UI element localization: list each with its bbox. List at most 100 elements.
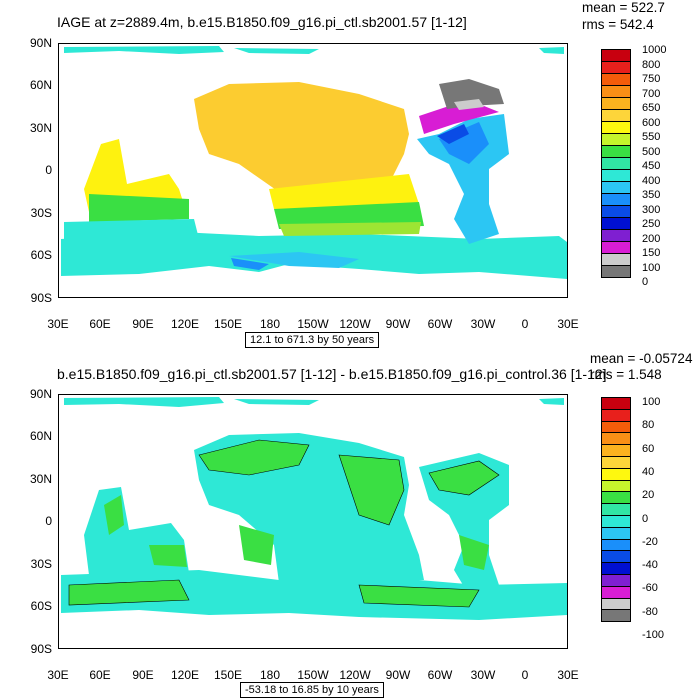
panel2-map-svg <box>61 397 567 620</box>
p1-atlantic-magenta <box>419 104 499 134</box>
p2-lat-60s: 60S <box>30 599 52 613</box>
p1-lon-120w: 120W <box>339 317 371 331</box>
colorbar-cell <box>601 609 631 623</box>
p2-lat-0: 0 <box>45 514 52 528</box>
p1-lon-150w: 150W <box>297 317 329 331</box>
p1-lon-120e: 120E <box>170 317 200 331</box>
colorbar-label: 250 <box>642 218 661 230</box>
p2-lon-120w: 120W <box>339 668 371 682</box>
panel2-range-box: -53.18 to 16.85 by 10 years <box>240 682 384 698</box>
colorbar-label: 60 <box>642 442 655 455</box>
panel2-mean: mean = -0.05724 <box>590 351 693 366</box>
p2-lat-90n: 90N <box>29 387 52 401</box>
panel2-title: b.e15.B1850.f09_g16.pi_ctl.sb2001.57 [1-… <box>57 366 607 382</box>
panel1-mean: mean = 522.7 <box>582 0 665 15</box>
colorbar-cell <box>601 265 631 278</box>
p1-atlantic-mid <box>439 122 489 164</box>
colorbar-label: 150 <box>642 247 661 259</box>
p2-lon-30w: 30W <box>470 668 496 682</box>
panel1-map <box>58 43 568 298</box>
p2-lon-0: 0 <box>521 668 529 682</box>
p1-lon-60w: 60W <box>427 317 453 331</box>
colorbar-label: 0 <box>642 512 649 525</box>
p1-atlantic-deep <box>437 124 469 144</box>
p2-lon-90w: 90W <box>385 668 411 682</box>
p1-lon-150e: 150E <box>213 317 243 331</box>
panel1-rms: rms = 542.4 <box>582 17 654 32</box>
p1-lon-90e: 90E <box>132 317 154 331</box>
p2-lon-180: 180 <box>259 668 281 682</box>
colorbar-label: 650 <box>642 102 661 114</box>
colorbar-label: 350 <box>642 189 661 201</box>
p2-southern <box>61 570 567 620</box>
colorbar-label: 100 <box>642 396 661 408</box>
p2-lon-150w: 150W <box>297 668 329 682</box>
p2-lon-60e: 60E <box>89 668 111 682</box>
colorbar-label: 300 <box>642 203 661 216</box>
p2-arctic <box>64 397 564 407</box>
panel2-rms: rms = 1.548 <box>590 367 662 382</box>
p1-southern-deep <box>231 258 269 270</box>
panel1-range-box: 12.1 to 671.3 by 50 years <box>245 332 380 348</box>
p1-lat-90s: 90S <box>30 291 52 305</box>
colorbar-label: 500 <box>642 145 661 158</box>
colorbar-label: 400 <box>642 174 661 187</box>
p1-lon-90w: 90W <box>385 317 411 331</box>
colorbar-label: 1000 <box>642 44 667 56</box>
p1-pacific-lightgreen <box>279 222 421 236</box>
p2-lat-30n: 30N <box>29 472 52 486</box>
p2-lat-90s: 90S <box>30 642 52 656</box>
colorbar-label: -60 <box>642 582 658 595</box>
p1-lat-30n: 30N <box>29 121 52 135</box>
p1-southern-blue <box>229 252 359 268</box>
panel1-map-svg <box>61 46 567 279</box>
colorbar-label: 450 <box>642 160 661 172</box>
p1-lon-30e: 30E <box>47 317 69 331</box>
p2-lon-150e: 150E <box>213 668 243 682</box>
p1-lat-90n: 90N <box>29 36 52 50</box>
p2-lon-30e: 30E <box>47 668 69 682</box>
p2-lat-60n: 60N <box>29 429 52 443</box>
p2-lon-90e: 90E <box>132 668 154 682</box>
colorbar-label: 800 <box>642 58 661 71</box>
colorbar-label: 600 <box>642 116 661 129</box>
p1-lon-60e: 60E <box>89 317 111 331</box>
panel1-colorbar <box>601 49 631 278</box>
p1-atlantic-grey <box>439 79 504 109</box>
colorbar-label: 20 <box>642 489 655 502</box>
colorbar-label: -20 <box>642 535 658 548</box>
p2-lat-30s: 30S <box>30 557 52 571</box>
p1-lon-0: 0 <box>521 317 529 331</box>
colorbar-label: 750 <box>642 73 661 85</box>
p1-lon-30w: 30W <box>470 317 496 331</box>
p1-pacific-green <box>274 202 424 229</box>
p1-indian-green <box>89 194 189 222</box>
p1-lat-30s: 30S <box>30 206 52 220</box>
p1-lat-60s: 60S <box>30 248 52 262</box>
p1-atlantic-lightgrey <box>454 99 484 110</box>
panel1-title: IAGE at z=2889.4m, b.e15.B1850.f09_g16.p… <box>57 14 467 30</box>
p1-pacific-orange <box>194 82 409 194</box>
colorbar-label: 40 <box>642 465 655 478</box>
p1-lat-0: 0 <box>45 163 52 177</box>
colorbar-label: -80 <box>642 605 658 618</box>
colorbar-label: -40 <box>642 559 658 572</box>
colorbar-label: 700 <box>642 87 661 100</box>
colorbar-label: 200 <box>642 232 661 245</box>
panel2-map <box>58 394 568 649</box>
p1-lat-60n: 60N <box>29 78 52 92</box>
p1-lon-180: 180 <box>259 317 281 331</box>
colorbar-label: -100 <box>642 629 665 641</box>
p2-contours <box>68 439 500 608</box>
colorbar-label: 100 <box>642 261 661 274</box>
panel2-colorbar <box>601 397 631 623</box>
p2-lon-30e-right: 30E <box>557 668 579 682</box>
p2-lon-60w: 60W <box>427 668 453 682</box>
colorbar-label: 0 <box>642 276 649 288</box>
colorbar-label: 80 <box>642 419 655 432</box>
colorbar-label: 550 <box>642 131 661 143</box>
p1-arctic <box>64 46 564 54</box>
p2-green-patches <box>69 440 499 607</box>
p1-lon-30e-right: 30E <box>557 317 579 331</box>
p2-lon-120e: 120E <box>170 668 200 682</box>
